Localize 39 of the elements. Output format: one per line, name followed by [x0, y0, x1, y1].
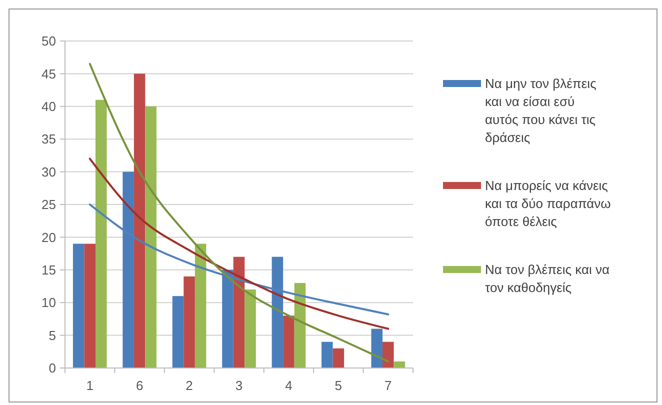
legend-label: Να μην τον βλέπεις και να είσαι εσύ αυτός που κάνει τις δράσεις: [485, 76, 596, 145]
x-tick-label: 5: [334, 378, 342, 393]
line-series: [88, 158, 390, 330]
bar: [72, 244, 84, 368]
x-tick-label: 6: [136, 378, 144, 393]
x-tick-label: 2: [186, 378, 193, 393]
y-tick-label: 30: [42, 164, 56, 180]
bar: [194, 244, 206, 368]
x-tick-label: 1: [86, 378, 94, 393]
x-tick-label: 7: [384, 378, 392, 393]
bar: [172, 296, 184, 368]
bar: [134, 74, 146, 368]
y-tick-label: 20: [42, 230, 56, 245]
y-tick-label: 0: [48, 360, 56, 376]
bar: [145, 106, 156, 368]
bar: [294, 282, 306, 368]
legend-label: Να μπορείς να κάνεις και τα δύο παραπάνω όποτε θέλεις: [485, 178, 611, 229]
line-series: [88, 62, 390, 362]
bar: [382, 342, 394, 368]
x-tick-label: 4: [285, 378, 292, 393]
x-tick-label: 3: [235, 378, 243, 393]
bar: [95, 100, 107, 368]
y-tick-label: 5: [48, 328, 56, 343]
bar: [322, 342, 333, 368]
bar: [184, 276, 195, 368]
bar: [332, 348, 344, 368]
y-tick-label: 50: [42, 34, 56, 49]
bar: [233, 256, 245, 368]
y-tick-label: 15: [42, 262, 56, 278]
y-tick-label: 45: [42, 66, 56, 82]
y-tick-label: 40: [42, 98, 56, 114]
bar: [371, 328, 383, 368]
legend-label: Να τον βλέπεις και να τον καθοδηγείς: [485, 262, 610, 295]
y-tick-label: 25: [42, 197, 56, 212]
bar: [283, 316, 294, 368]
y-tick-label: 35: [42, 132, 56, 147]
bar: [244, 290, 256, 368]
bar: [84, 244, 96, 368]
y-tick-label: 10: [42, 295, 56, 310]
